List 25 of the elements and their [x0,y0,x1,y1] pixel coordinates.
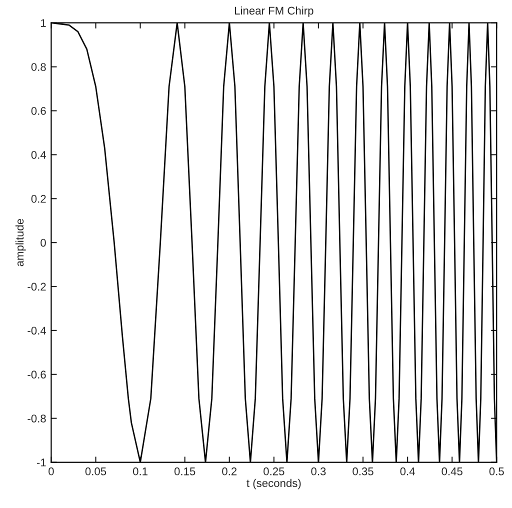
x-tick-label: 0.05 [85,467,106,476]
y-tick-label: 1 [41,19,46,27]
x-tick-label: 0.15 [174,467,196,476]
x-tick-label: 0.1 [133,467,148,476]
x-tick-label: 0.35 [352,467,374,476]
y-tick-label: -0.2 [28,282,46,291]
y-tick-label: 0.4 [31,150,46,159]
x-tick-label: 0.3 [311,467,326,476]
x-tick-label: 0 [48,467,54,476]
x-tick-label: 0.4 [400,467,415,476]
x-tick-label: 0.5 [489,467,504,476]
x-tick-label: 0.25 [264,467,284,476]
x-tick-label: 0.45 [442,467,462,476]
y-tick-label: 0.2 [31,194,46,203]
y-tick-label: 0.6 [31,107,46,115]
y-axis-title: amplitude [15,218,26,266]
y-tick-label: -0.8 [28,414,46,422]
x-axis-title: t (seconds) [246,478,301,490]
x-tick-label: 0.2 [222,467,237,476]
y-tick-label: 0 [40,238,46,247]
y-tick-label: 0.8 [31,63,46,71]
y-tick-label: -0.6 [28,370,46,379]
y-tick-label: -1 [36,458,46,466]
chart-title: Linear FM Chirp [235,6,314,17]
y-tick-label: -0.4 [28,326,46,335]
